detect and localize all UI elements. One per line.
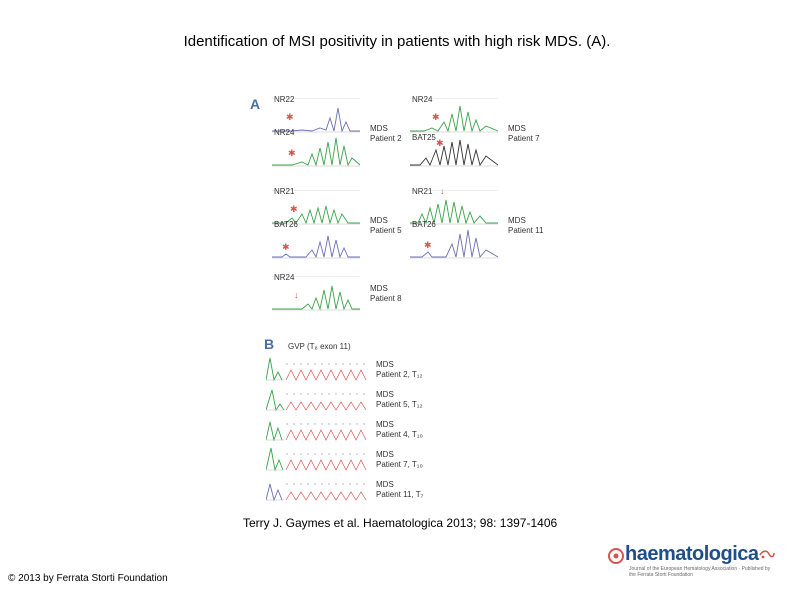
marker-label: NR24 — [274, 273, 295, 282]
arrow-marker: ↓ — [294, 290, 299, 300]
marker-label: NR24 — [274, 128, 295, 137]
marker-label: BAT25 — [412, 133, 436, 142]
slide-title: Identification of MSI positivity in pati… — [183, 33, 611, 50]
copyright: © 2013 by Ferrata Storti Foundation — [8, 573, 168, 584]
marker-label: NR22 — [274, 95, 295, 104]
trace-block: NR22 NR24 ✱ ✱ — [272, 95, 360, 168]
marker-label: NR21 — [274, 187, 295, 196]
figure: A NR22 NR24 ✱ ✱ MDS Patient 2 NR24 BAT25… — [240, 92, 560, 507]
patient-label: MDS Patient 2 — [370, 124, 402, 143]
panel-b-heading: GVP (T₈ exon 11) — [288, 342, 351, 351]
marker-label: NR24 — [412, 95, 433, 104]
arrow-marker: ↓ — [440, 186, 445, 196]
logo-mark-icon — [608, 548, 624, 564]
logo-subtitle: Journal of the European Hematology Assoc… — [629, 566, 771, 578]
asterisk-marker: ✱ — [424, 240, 432, 250]
panel-b-label: MDS Patient 5, T₁₂ — [376, 390, 423, 409]
panel-a-letter: A — [250, 96, 261, 112]
marker-label: NR21 — [412, 187, 433, 196]
citation: Terry J. Gaymes et al. Haematologica 201… — [243, 516, 558, 530]
panel-b-label: MDS Patient 4, T₁₀ — [376, 420, 423, 439]
asterisk-marker: ✱ — [290, 204, 298, 214]
trace-block: NR21 BAT26 ✱ ✱ — [272, 187, 360, 260]
logo-decoration-icon — [759, 550, 775, 559]
patient-label: MDS Patient 11 — [508, 216, 544, 235]
asterisk-marker: ✱ — [286, 112, 294, 122]
marker-label: BAT26 — [274, 220, 298, 229]
patient-label: MDS Patient 5 — [370, 216, 402, 235]
patient-label: MDS Patient 7 — [508, 124, 540, 143]
panel-b-label: MDS Patient 2, T₁₂ — [376, 360, 423, 379]
panel-b-letter: B — [264, 336, 275, 352]
trace-block: NR21 BAT26 ↓ ✱ — [410, 186, 498, 260]
panel-b-rows — [266, 354, 372, 504]
asterisk-marker: ✱ — [436, 138, 444, 148]
trace-block: NR24 BAT25 ✱ ✱ — [410, 95, 498, 168]
panel-b-label: MDS Patient 7, T₁₀ — [376, 450, 423, 469]
haematologica-logo: haematologica Journal of the European He… — [603, 543, 775, 579]
panel-b-label: MDS Patient 11, T₇ — [376, 480, 424, 499]
asterisk-marker: ✱ — [288, 148, 296, 158]
marker-label: BAT26 — [412, 220, 436, 229]
asterisk-marker: ✱ — [432, 112, 440, 122]
trace-block: NR24 ↓ — [272, 273, 360, 312]
patient-label: MDS Patient 8 — [370, 284, 402, 303]
logo-wordmark: haematologica — [625, 543, 759, 565]
asterisk-marker: ✱ — [282, 242, 290, 252]
